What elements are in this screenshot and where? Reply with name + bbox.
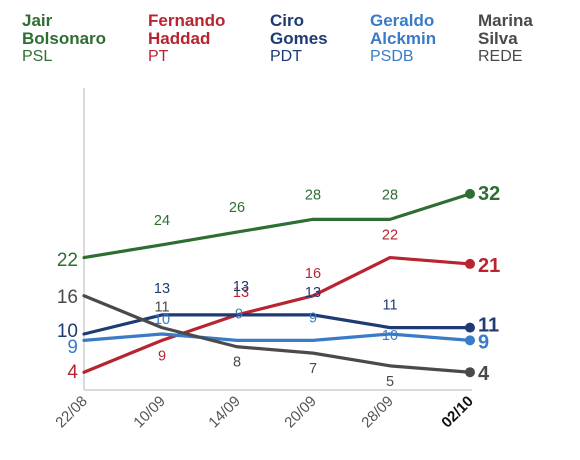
- data-label: 11: [382, 298, 397, 314]
- legend-item-alckmin: Geraldo Alckmin PSDB: [370, 12, 436, 66]
- data-label: 8: [233, 355, 241, 371]
- data-label: 10: [382, 328, 398, 344]
- data-label-end: 9: [478, 331, 489, 353]
- x-tick-labels: 22/08 10/09 14/09 20/09 28/09 02/10: [52, 393, 477, 432]
- series-line: [82, 192, 472, 260]
- data-label: 9: [235, 306, 243, 322]
- series-line: [82, 294, 472, 374]
- data-label-end: 4: [478, 363, 490, 385]
- data-label: 13: [154, 281, 170, 297]
- data-label: 26: [229, 200, 245, 216]
- series-end-marker: [465, 188, 475, 199]
- data-label: 28: [382, 187, 398, 203]
- x-tick-label: 14/09: [205, 393, 244, 432]
- data-label: 10: [154, 312, 170, 328]
- legend-item-ciro: Ciro Gomes PDT: [270, 12, 328, 66]
- data-label-end: 11: [478, 315, 499, 337]
- series-line: [82, 332, 472, 342]
- legend-item-haddad: Fernando Haddad PT: [148, 12, 225, 66]
- data-label: 9: [309, 310, 317, 326]
- legend-name: Geraldo Alckmin: [370, 11, 437, 48]
- data-label: 7: [309, 361, 317, 377]
- x-tick-label: 02/10: [438, 393, 477, 432]
- legend-party: PSDB: [370, 48, 414, 65]
- series-end-marker: [465, 367, 475, 378]
- x-tick-label: 22/08: [52, 393, 91, 432]
- data-label-start: 4: [67, 362, 78, 383]
- series-layer: [82, 188, 475, 378]
- data-label: 24: [154, 213, 170, 229]
- data-label: 9: [158, 348, 166, 364]
- series-line: [82, 255, 472, 374]
- legend-name: Ciro Gomes: [270, 11, 328, 48]
- data-label-start: 9: [67, 337, 78, 358]
- legend-item-bolsonaro: Jair Bolsonaro PSL: [22, 12, 106, 66]
- legend-name: Marina Silva: [478, 11, 533, 48]
- legend-party: PT: [148, 48, 169, 65]
- data-label: 11: [154, 300, 169, 316]
- legend-party: PSL: [22, 48, 53, 65]
- data-label: 13: [233, 285, 249, 301]
- data-label-end: 21: [478, 255, 500, 277]
- data-label: 28: [305, 187, 321, 203]
- data-label-start: 16: [57, 287, 78, 308]
- data-label-start: 10: [57, 321, 78, 342]
- data-label: 13: [233, 279, 249, 295]
- series-line: [82, 313, 472, 336]
- data-label: 16: [305, 266, 321, 282]
- series-end-marker: [465, 335, 475, 346]
- series-end-marker: [465, 322, 475, 333]
- legend-item-marina: Marina Silva REDE: [478, 12, 533, 66]
- data-label: 5: [386, 374, 394, 390]
- data-label: 13: [305, 285, 321, 301]
- data-label-start: 22: [57, 250, 78, 271]
- legend-party: REDE: [478, 48, 523, 65]
- data-label-end: 32: [478, 183, 500, 205]
- x-tick-label: 28/09: [358, 393, 397, 432]
- x-tick-label: 20/09: [281, 393, 320, 432]
- data-label: 22: [382, 228, 398, 244]
- series-end-marker: [465, 258, 475, 269]
- legend-party: PDT: [270, 48, 302, 65]
- legend-name: Jair Bolsonaro: [22, 11, 107, 48]
- x-tick-label: 10/09: [130, 393, 169, 432]
- legend-name: Fernando Haddad: [148, 11, 226, 48]
